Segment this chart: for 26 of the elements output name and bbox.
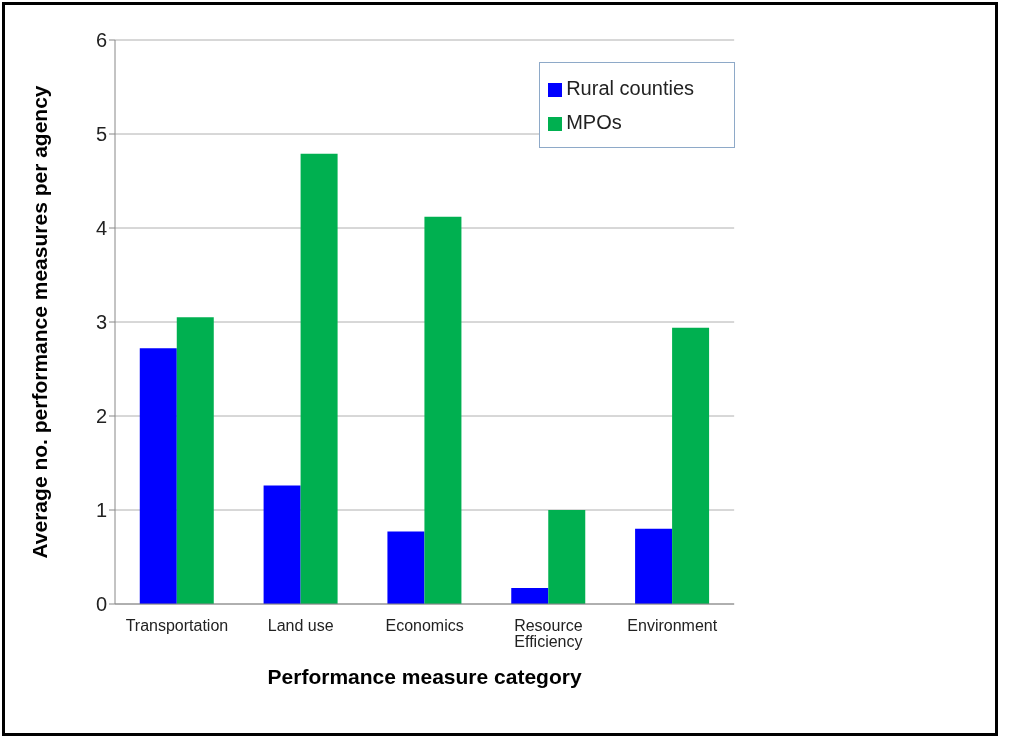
y-tick-label: 5	[95, 123, 107, 146]
bar	[548, 510, 586, 604]
bar	[387, 531, 425, 604]
bar	[635, 528, 673, 604]
bar	[424, 216, 462, 604]
bar	[139, 348, 177, 604]
bar	[511, 588, 549, 604]
x-tick-label: Transportation	[125, 617, 229, 635]
legend-label: MPOs	[566, 111, 622, 133]
x-tick-label: Resource Efficiency	[514, 617, 583, 651]
x-tick-label: Land use	[267, 617, 334, 635]
y-tick-label: 3	[95, 311, 107, 334]
legend-label: Rural counties	[566, 77, 694, 99]
y-axis-title: Average no. performance measures per agency	[28, 85, 52, 559]
y-tick-label: 0	[95, 593, 107, 616]
x-tick-label: Economics	[385, 617, 464, 635]
bar	[300, 153, 338, 604]
x-tick-label: Environment	[627, 617, 718, 635]
x-axis-title: Performance measure category	[267, 665, 582, 688]
y-tick-label: 6	[95, 29, 107, 52]
y-tick-label: 2	[95, 405, 107, 428]
bar	[672, 327, 710, 604]
y-tick-label: 1	[95, 499, 107, 522]
bar	[263, 485, 301, 604]
y-tick-label: 4	[95, 217, 107, 240]
bar	[176, 317, 214, 604]
